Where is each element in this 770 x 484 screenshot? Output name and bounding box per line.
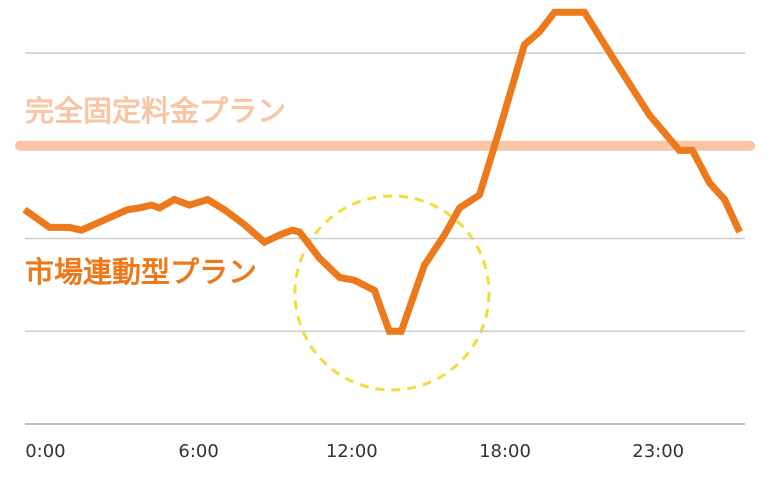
series-line [22,8,743,335]
fixed-plan-label: 完全固定料金プラン [25,94,286,128]
x-tick-label: 18:00 [479,441,531,462]
highlight-circle [293,194,491,392]
series-label: 市場連動型プラン [25,255,257,289]
x-tick-label: 6:00 [178,441,218,462]
x-tick-label: 0:00 [25,441,65,462]
x-tick-label: 23:00 [632,441,684,462]
x-tick-label: 12:00 [326,441,378,462]
